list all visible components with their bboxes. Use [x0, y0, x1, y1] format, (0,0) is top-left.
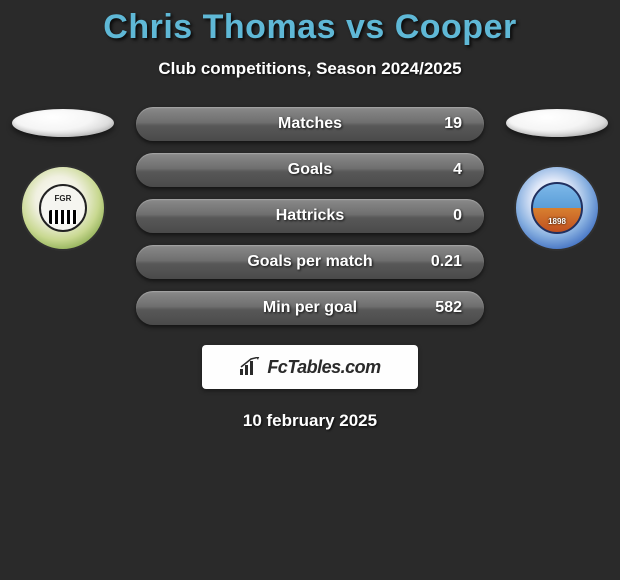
date-text: 10 february 2025 [0, 411, 620, 431]
right-crest-inner [531, 182, 583, 234]
page-title: Chris Thomas vs Cooper [0, 8, 620, 47]
stat-value-right: 582 [435, 299, 462, 317]
right-club-crest [514, 165, 600, 251]
left-crest-text: FGR [55, 194, 72, 203]
right-club-column [502, 107, 612, 251]
stat-row-matches: Matches 19 [136, 107, 484, 141]
bar-chart-icon [239, 357, 261, 377]
left-club-column: FGR [8, 107, 118, 251]
stat-value-right: 4 [453, 161, 462, 179]
right-player-silhouette [506, 109, 608, 137]
left-crest-inner: FGR [39, 184, 87, 232]
brand-text: FcTables.com [267, 357, 380, 378]
stat-row-goals: Goals 4 [136, 153, 484, 187]
stat-label: Goals per match [247, 253, 372, 271]
stat-label: Matches [278, 115, 342, 133]
stat-label: Hattricks [276, 207, 344, 225]
brand-badge[interactable]: FcTables.com [202, 345, 418, 389]
stat-value-right: 0 [453, 207, 462, 225]
stat-label: Min per goal [263, 299, 357, 317]
stats-column: Matches 19 Goals 4 Hattricks 0 Goals per… [136, 107, 484, 325]
stat-label: Goals [288, 161, 332, 179]
stat-row-hattricks: Hattricks 0 [136, 199, 484, 233]
stat-value-right: 19 [444, 115, 462, 133]
stat-value-right: 0.21 [431, 253, 462, 271]
stat-row-min-per-goal: Min per goal 582 [136, 291, 484, 325]
comparison-row: FGR Matches 19 Goals 4 Hattricks 0 Goals… [0, 107, 620, 325]
stat-row-goals-per-match: Goals per match 0.21 [136, 245, 484, 279]
left-player-silhouette [12, 109, 114, 137]
subtitle: Club competitions, Season 2024/2025 [0, 59, 620, 79]
left-club-crest: FGR [20, 165, 106, 251]
